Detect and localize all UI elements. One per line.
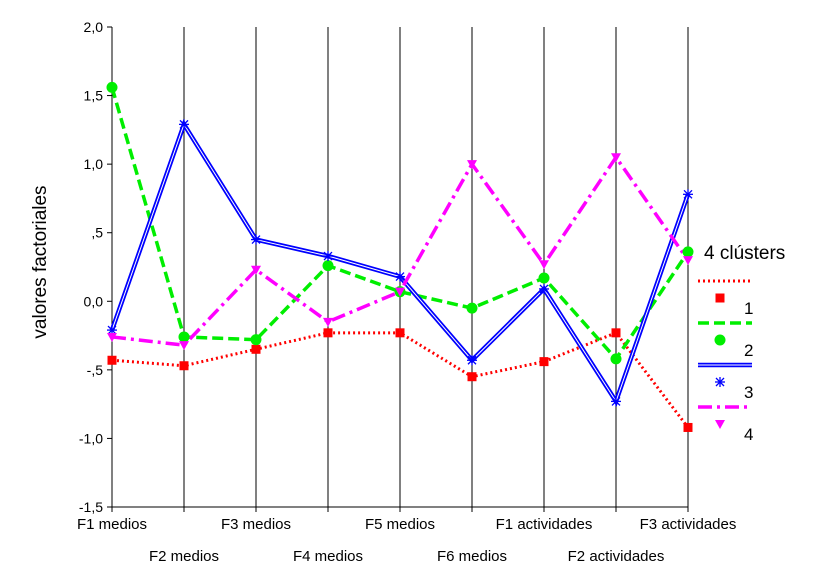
legend-label-4: 4 <box>744 425 753 444</box>
data-point-series-1 <box>467 372 477 382</box>
data-point-series-2 <box>538 272 550 284</box>
legend-label-1: 1 <box>744 299 753 318</box>
data-point-series-3 <box>467 355 477 366</box>
series-markers <box>106 81 694 432</box>
data-point-series-4 <box>323 317 333 327</box>
x-category-label: F1 medios <box>77 516 147 533</box>
x-category-label: F3 actividades <box>640 516 737 533</box>
legend: 4 clústers 1 2 3 4 <box>698 243 785 444</box>
legend-marker-3 <box>715 377 725 387</box>
data-point-series-4 <box>683 256 693 266</box>
data-point-series-4 <box>107 332 117 342</box>
data-point-series-3 <box>539 283 549 294</box>
y-tick-label: 2,0 <box>84 19 104 35</box>
data-point-series-2 <box>250 334 262 346</box>
data-point-series-2 <box>178 331 190 343</box>
data-point-series-3 <box>323 251 333 262</box>
data-point-series-4 <box>467 160 477 170</box>
data-point-series-1 <box>683 422 693 432</box>
x-category-label: F4 medios <box>293 548 363 565</box>
legend-label-2: 2 <box>744 341 753 360</box>
y-axis-label: valores factoriales <box>30 185 51 338</box>
data-point-series-2 <box>106 81 118 93</box>
data-point-series-4 <box>611 153 621 163</box>
data-point-series-3 <box>611 396 621 407</box>
data-point-series-4 <box>251 265 261 275</box>
x-category-label: F2 medios <box>149 548 219 565</box>
x-category-label: F3 medios <box>221 516 291 533</box>
legend-title: 4 clústers <box>704 243 785 264</box>
data-point-series-4 <box>395 287 405 297</box>
data-point-series-1 <box>395 328 405 338</box>
data-point-series-2 <box>466 302 478 314</box>
data-point-series-4 <box>179 341 189 351</box>
x-category-label: F1 actividades <box>496 516 593 533</box>
legend-marker-1 <box>715 293 725 303</box>
data-point-series-2 <box>610 353 622 365</box>
data-point-series-3 <box>179 119 189 130</box>
data-point-series-3 <box>395 271 405 282</box>
y-tick-label: 1,0 <box>84 156 104 172</box>
x-category-label: F2 actividades <box>568 548 665 565</box>
data-point-series-2 <box>682 246 694 258</box>
y-tick-label: -,5 <box>87 362 104 378</box>
data-point-series-3 <box>251 234 261 245</box>
data-point-series-1 <box>107 355 117 365</box>
data-point-series-4 <box>539 260 549 270</box>
legend-marker-2 <box>714 334 726 346</box>
x-category-label: F5 medios <box>365 516 435 533</box>
legend-label-3: 3 <box>744 383 753 402</box>
data-point-series-1 <box>539 357 549 367</box>
legend-marker-4 <box>715 420 725 429</box>
y-tick-label: -1,0 <box>79 430 103 446</box>
y-tick-label: 1,5 <box>84 88 104 104</box>
data-point-series-1 <box>179 361 189 371</box>
data-point-series-3 <box>107 325 117 336</box>
data-point-series-2 <box>322 260 334 272</box>
data-point-series-3 <box>683 189 693 200</box>
data-point-series-1 <box>611 328 621 338</box>
y-tick-label: ,5 <box>91 225 103 241</box>
grid-lines <box>111 27 689 507</box>
x-category-label: F6 medios <box>437 548 507 565</box>
y-tick-label: 0,0 <box>84 293 104 309</box>
axes <box>107 26 689 512</box>
y-tick-label: -1,5 <box>79 499 103 515</box>
data-point-series-1 <box>323 328 333 338</box>
data-point-series-1 <box>251 344 261 354</box>
